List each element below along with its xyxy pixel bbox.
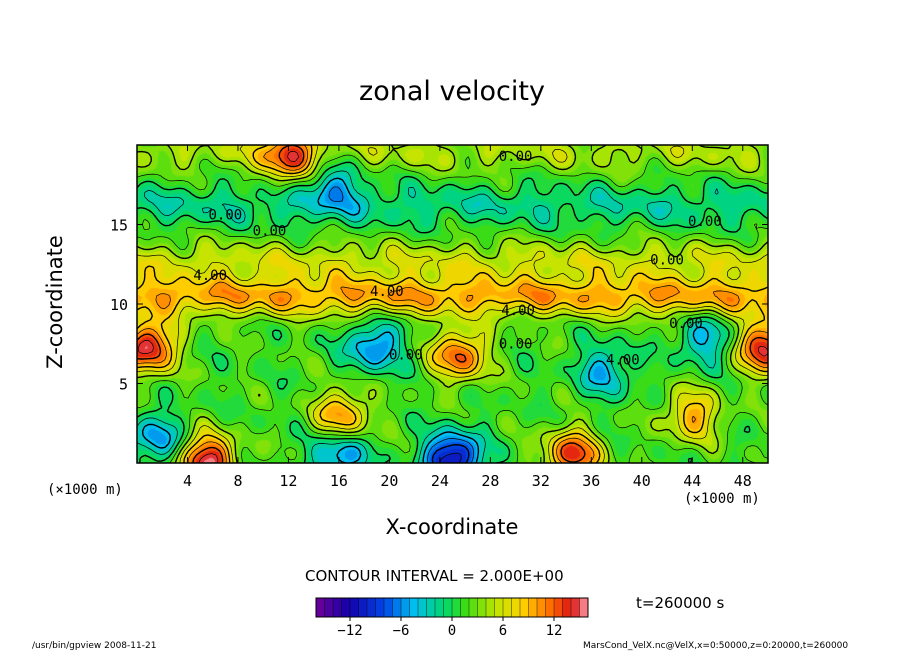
colorbar-cell (545, 598, 555, 617)
colorbar-cell (520, 598, 529, 617)
colorbar-cell (384, 598, 393, 617)
contour-label: 0.00 (253, 224, 287, 240)
contour-label: 0.00 (669, 316, 703, 332)
contour-label: 0.00 (650, 252, 684, 268)
colorbar-cell (358, 598, 368, 617)
contour-level (137, 151, 768, 463)
colorbar-cell (537, 598, 546, 617)
y-tick-label: 15 (110, 217, 128, 235)
contour-level (137, 145, 768, 463)
contour-level (137, 145, 768, 463)
colorbar-cell (324, 598, 334, 617)
colorbar-tick-label: 0 (448, 623, 456, 639)
colorbar-cell (333, 598, 342, 617)
contour-level (431, 444, 470, 463)
contour-level (137, 161, 768, 463)
colorbar-cell (503, 598, 512, 617)
x-tick-label: 20 (380, 472, 398, 490)
x-tick-label: 12 (279, 472, 297, 490)
colorbar-cell (554, 598, 563, 617)
colorbar-cell (426, 598, 436, 617)
x-tick-label: 44 (683, 472, 701, 490)
x-tick-label: 36 (582, 472, 600, 490)
contour-interval-text: CONTOUR INTERVAL = 2.000E+00 (305, 567, 564, 585)
colorbar-cell (511, 598, 521, 617)
contour-labels: 0.00 0.00 0.00 0.00 0.00 4.00 4.00 4.00 0.00 0.00… (193, 149, 721, 369)
colorbar-tick-label: −6 (393, 623, 410, 639)
x-tick-label: 8 (233, 472, 242, 490)
contour-label: 0.00 (499, 149, 533, 165)
colorbar-cell (486, 598, 495, 617)
footer-right: MarsCond_VelX.nc@VelX,x=0:50000,z=0:2000… (583, 641, 849, 651)
contour-level (439, 452, 462, 463)
colorbar-cell (341, 598, 351, 617)
x-tick-label: 28 (481, 472, 499, 490)
x-tick-label: 48 (734, 472, 752, 490)
colorbar-cell (579, 598, 589, 617)
colorbar-cell (409, 598, 419, 617)
contour-level (137, 154, 768, 463)
colorbar-cell (418, 598, 427, 617)
colorbar-cell (562, 598, 572, 617)
x-tick-label: 32 (532, 472, 550, 490)
y-unit-label: (×1000 m) (47, 482, 123, 498)
contour-level (137, 170, 721, 463)
contour-level (141, 177, 709, 463)
contour-label: 4.00 (370, 284, 404, 300)
colorbar-tick-label: 6 (499, 623, 507, 639)
colorbar-cell (494, 598, 504, 617)
footer-left: /usr/bin/gpview 2008-11-21 (32, 641, 157, 651)
contour-label: 4.00 (606, 352, 640, 368)
x-tick-label: 4 (183, 472, 192, 490)
colorbar-cell (367, 598, 376, 617)
contour-level (137, 145, 768, 463)
x-tick-label: 24 (431, 472, 449, 490)
contour-label: 0.00 (688, 214, 722, 230)
colorbar-cell (392, 598, 402, 617)
y-axis-label: Z-coordinate (43, 235, 67, 369)
contour-level (328, 186, 474, 463)
contour-label: 4.00 (193, 268, 227, 284)
contour-label: 4.00 (501, 303, 535, 319)
contour-lines (137, 145, 768, 463)
colorbar: −12 −6 0 6 12 (315, 597, 589, 639)
x-tick-label: 40 (633, 472, 651, 490)
time-label: t=260000 s (636, 594, 725, 612)
y-tick-label: 5 (119, 376, 128, 394)
chart-title: zonal velocity (359, 76, 545, 107)
colorbar-cell (460, 598, 470, 617)
y-tick-label: 10 (110, 296, 128, 314)
contour-label: 0.00 (208, 208, 242, 224)
contour-level (137, 145, 768, 463)
x-axis-label: X-coordinate (385, 515, 519, 539)
colorbar-cell (571, 598, 580, 617)
colorbar-cell (443, 598, 453, 617)
colorbar-cell (469, 598, 478, 617)
x-unit-label: (×1000 m) (684, 491, 760, 507)
colorbar-cell (452, 598, 461, 617)
colorbar-tick-label: −12 (337, 623, 362, 639)
colorbar-cell (350, 598, 359, 617)
colorbar-cell (435, 598, 444, 617)
contour-level (137, 145, 768, 463)
colorbar-cell (401, 598, 410, 617)
velocity-field (137, 145, 768, 463)
colorbar-tick-label: 12 (546, 623, 563, 639)
colorbar-cell (375, 598, 385, 617)
colorbar-cell (528, 598, 538, 617)
contour-label: 0.00 (499, 337, 533, 353)
colorbar-cell (477, 598, 487, 617)
colorbar-cell (316, 598, 325, 617)
contour-label: 0.00 (389, 348, 423, 364)
x-tick-label: 16 (330, 472, 348, 490)
